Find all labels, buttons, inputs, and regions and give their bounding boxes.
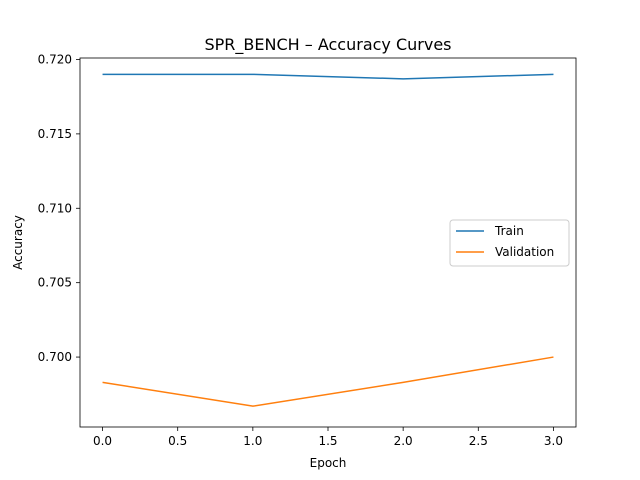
- series-lines: [102, 73, 554, 407]
- x-axis: 0.0 0.5 1.0 1.5 2.0 2.5 3.0: [93, 427, 563, 448]
- x-tick-label: 1.5: [318, 434, 337, 448]
- x-tick-label: 3.0: [544, 434, 563, 448]
- legend-label-train: Train: [494, 224, 524, 238]
- y-tick-label: 0.715: [38, 127, 72, 141]
- x-tick-label: 0.0: [93, 434, 112, 448]
- y-axis: 0.700 0.705 0.710 0.715 0.720: [38, 52, 80, 364]
- y-tick-label: 0.720: [38, 52, 72, 66]
- x-tick-label: 0.5: [168, 434, 187, 448]
- x-tick-label: 1.0: [243, 434, 262, 448]
- x-tick-label: 2.5: [469, 434, 488, 448]
- series-line-validation: [102, 356, 554, 407]
- chart-title: SPR_BENCH – Accuracy Curves: [204, 35, 451, 55]
- series-line-train: [102, 73, 554, 80]
- legend: Train Validation: [449, 219, 570, 267]
- x-tick-label: 2.0: [394, 434, 413, 448]
- legend-label-validation: Validation: [495, 245, 554, 259]
- x-axis-label: Epoch: [310, 456, 347, 470]
- y-tick-label: 0.700: [38, 350, 72, 364]
- y-tick-label: 0.705: [38, 276, 72, 290]
- y-tick-label: 0.710: [38, 201, 72, 215]
- y-axis-label: Accuracy: [11, 215, 25, 270]
